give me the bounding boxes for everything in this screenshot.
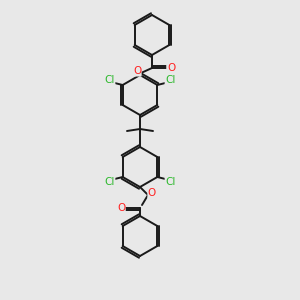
Text: O: O	[117, 203, 125, 213]
Text: O: O	[148, 188, 156, 198]
Text: Cl: Cl	[104, 75, 115, 85]
Text: Cl: Cl	[165, 75, 175, 85]
Text: Cl: Cl	[104, 177, 115, 187]
Text: Cl: Cl	[165, 177, 175, 187]
Text: O: O	[133, 66, 141, 76]
Text: O: O	[167, 63, 175, 73]
